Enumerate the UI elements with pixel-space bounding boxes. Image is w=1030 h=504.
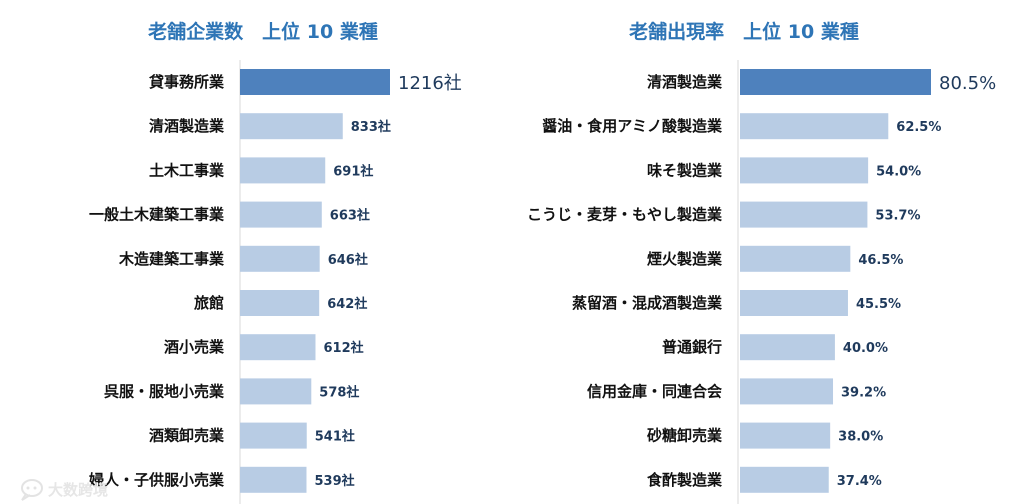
category-label: 蒸留酒・混成酒製造業 bbox=[572, 294, 723, 312]
category-label: 土木工事業 bbox=[149, 161, 225, 179]
category-label: 貸事務所業 bbox=[149, 73, 225, 91]
bar bbox=[740, 378, 834, 405]
category-label: 食酢製造業 bbox=[647, 471, 723, 489]
value-label: 62.5% bbox=[896, 120, 941, 135]
chart-panel-rate: 老舗出現率 上位 10 業種 清酒製造業 80.5% 醤油・食用アミノ酸製造業 62.… bbox=[527, 20, 996, 504]
value-label: 45.5% bbox=[856, 297, 901, 312]
bar-group: 清酒製造業 80.5% 醤油・食用アミノ酸製造業 62.5% 味そ製造業 54.0% こうじ… bbox=[527, 69, 996, 493]
bar bbox=[240, 334, 316, 361]
value-label: 40.0% bbox=[843, 341, 888, 356]
value-label: 541社 bbox=[315, 429, 355, 445]
value-label: 80.5% bbox=[939, 73, 996, 94]
value-label: 39.2% bbox=[841, 385, 886, 400]
bar bbox=[240, 69, 390, 95]
bar bbox=[740, 69, 931, 95]
category-label: 信用金庫・同連合会 bbox=[587, 382, 722, 400]
bar bbox=[240, 422, 307, 449]
category-label: 清酒製造業 bbox=[647, 73, 723, 91]
category-label: 清酒製造業 bbox=[149, 117, 225, 135]
category-label: 醤油・食用アミノ酸製造業 bbox=[542, 117, 723, 135]
bar bbox=[240, 245, 320, 272]
bar bbox=[740, 201, 868, 228]
category-label: こうじ・麦芽・もやし製造業 bbox=[527, 206, 723, 224]
category-label: 木造建築工事業 bbox=[118, 250, 225, 268]
value-label: 46.5% bbox=[858, 253, 903, 268]
value-label: 539社 bbox=[314, 473, 354, 489]
category-label: 旅館 bbox=[194, 294, 224, 312]
bar bbox=[240, 378, 312, 405]
watermark: 大数跨境 bbox=[21, 479, 108, 501]
bar bbox=[740, 334, 835, 361]
chart-title: 老舗企業数 上位 10 業種 bbox=[148, 20, 378, 43]
category-label: 普通銀行 bbox=[662, 338, 722, 356]
value-label: 663社 bbox=[330, 208, 370, 224]
category-label: 一般土木建築工事業 bbox=[89, 206, 225, 224]
category-label: 煙火製造業 bbox=[647, 250, 723, 268]
category-label: 酒類卸売業 bbox=[149, 427, 225, 445]
bar bbox=[240, 466, 307, 493]
value-label: 53.7% bbox=[875, 209, 920, 224]
bar bbox=[740, 157, 869, 184]
bar bbox=[740, 245, 851, 272]
bar bbox=[240, 290, 320, 316]
category-label: 砂糖卸売業 bbox=[647, 427, 723, 445]
value-label: 1216社 bbox=[398, 73, 462, 94]
bar bbox=[740, 290, 848, 316]
value-label: 833社 bbox=[351, 119, 391, 135]
value-label: 642社 bbox=[327, 296, 367, 312]
category-label: 呉服・服地小売業 bbox=[104, 382, 225, 400]
category-label: 酒小売業 bbox=[164, 338, 225, 356]
bar bbox=[240, 113, 343, 140]
value-label: 646社 bbox=[328, 252, 368, 268]
value-label: 612社 bbox=[323, 340, 363, 356]
category-label: 婦人・子供服小売業 bbox=[88, 471, 225, 489]
value-label: 691社 bbox=[333, 163, 373, 179]
bar bbox=[240, 157, 326, 184]
chat-bubble-icon bbox=[21, 479, 43, 501]
value-label: 578社 bbox=[319, 384, 359, 400]
value-label: 38.0% bbox=[838, 430, 883, 445]
bar bbox=[240, 201, 322, 228]
category-label: 味そ製造業 bbox=[647, 161, 723, 179]
value-label: 37.4% bbox=[837, 474, 882, 489]
chart-title: 老舗出現率 上位 10 業種 bbox=[629, 20, 859, 43]
watermark-text: 大数跨境 bbox=[48, 481, 108, 499]
bar bbox=[740, 466, 829, 493]
bar bbox=[740, 422, 831, 449]
value-label: 54.0% bbox=[876, 164, 921, 179]
bar bbox=[740, 113, 889, 140]
